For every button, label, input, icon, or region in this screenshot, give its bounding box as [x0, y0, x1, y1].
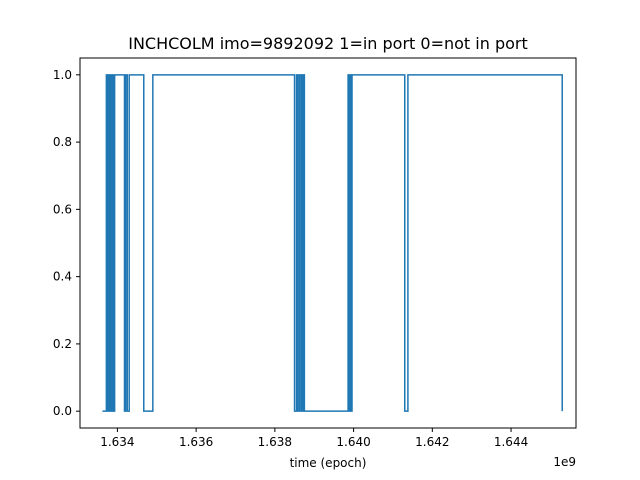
- x-tick-label: 1.640: [336, 435, 370, 449]
- y-tick-label: 0.4: [53, 270, 72, 284]
- x-tick-label: 1.636: [179, 435, 213, 449]
- x-tick-label: 1.634: [100, 435, 134, 449]
- x-axis-label: time (epoch): [290, 456, 367, 470]
- x-axis: 1.634 1.636 1.638 1.640 1.642 1.644: [100, 428, 528, 449]
- y-tick-label: 0.8: [53, 135, 72, 149]
- series-line-0: [102, 74, 563, 412]
- y-tick-label: 0.6: [53, 202, 72, 216]
- chart-title: INCHCOLM imo=9892092 1=in port 0=not in …: [128, 34, 528, 53]
- y-tick-label: 1.0: [53, 68, 72, 82]
- y-tick-label: 0.2: [53, 337, 72, 351]
- y-tick-label: 0.0: [53, 404, 72, 418]
- plot-area: [102, 74, 563, 412]
- x-axis-offset-label: 1e9: [553, 455, 576, 469]
- x-tick-label: 1.644: [494, 435, 528, 449]
- x-tick-label: 1.638: [258, 435, 292, 449]
- plot-frame: [79, 57, 577, 429]
- x-tick-label: 1.642: [415, 435, 449, 449]
- y-axis: 0.0 0.2 0.4 0.6 0.8 1.0: [53, 68, 80, 418]
